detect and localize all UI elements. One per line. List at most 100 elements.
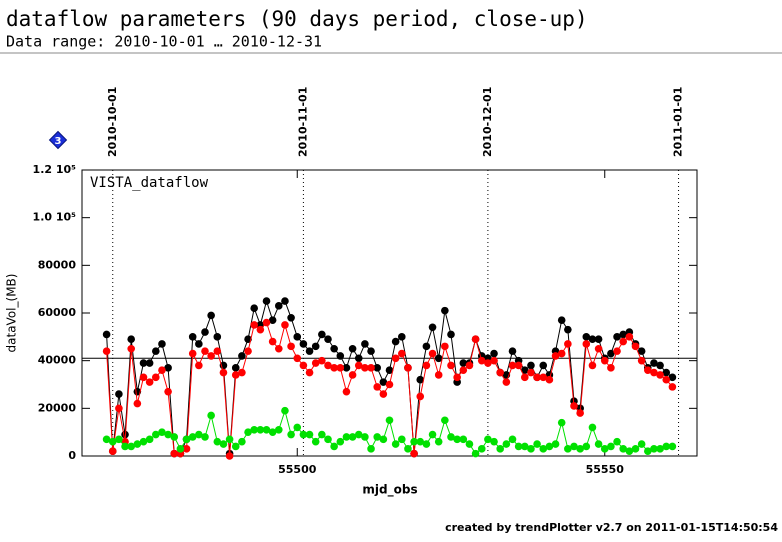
data-point bbox=[656, 361, 664, 370]
data-point bbox=[127, 442, 135, 451]
data-point bbox=[311, 437, 320, 446]
data-point bbox=[398, 349, 406, 358]
data-point bbox=[607, 349, 615, 358]
data-point bbox=[527, 445, 535, 453]
data-point bbox=[428, 430, 437, 439]
data-point bbox=[385, 366, 394, 375]
data-point bbox=[293, 333, 302, 341]
chart-title: dataflow parameters (90 days period, clo… bbox=[6, 7, 588, 31]
data-point bbox=[539, 445, 548, 453]
y-tick-label: 60000 bbox=[38, 306, 77, 319]
data-point bbox=[465, 440, 474, 448]
data-point bbox=[115, 404, 123, 413]
data-point bbox=[318, 356, 326, 365]
data-point bbox=[471, 449, 480, 458]
data-point bbox=[576, 409, 584, 417]
data-point bbox=[225, 452, 234, 460]
data-point bbox=[441, 416, 449, 425]
data-point bbox=[644, 366, 652, 375]
data-point bbox=[293, 423, 302, 432]
data-point bbox=[373, 364, 382, 372]
data-point bbox=[281, 406, 289, 415]
data-point bbox=[631, 445, 640, 453]
data-point bbox=[287, 430, 295, 439]
data-point bbox=[453, 373, 461, 382]
data-point bbox=[102, 435, 111, 444]
data-point bbox=[588, 423, 597, 432]
data-point bbox=[305, 430, 314, 439]
data-point bbox=[447, 361, 455, 370]
data-point bbox=[164, 364, 172, 372]
data-point bbox=[385, 380, 394, 389]
y-axis-label: dataVol_(MB) bbox=[5, 274, 19, 353]
data-point bbox=[145, 359, 154, 367]
data-point bbox=[551, 440, 560, 448]
data-point bbox=[201, 347, 209, 355]
y-tick-label: 80000 bbox=[38, 258, 77, 271]
data-point bbox=[354, 354, 363, 363]
data-point bbox=[521, 366, 529, 375]
data-point bbox=[557, 418, 566, 427]
data-point bbox=[152, 347, 160, 355]
data-point bbox=[441, 342, 449, 351]
data-point bbox=[324, 435, 332, 444]
data-point bbox=[311, 342, 320, 351]
data-point bbox=[318, 430, 326, 439]
data-point bbox=[121, 442, 129, 451]
data-point bbox=[416, 375, 425, 384]
data-point bbox=[361, 364, 369, 372]
data-point bbox=[533, 373, 541, 382]
data-point bbox=[650, 368, 658, 377]
data-point bbox=[508, 435, 517, 444]
data-point bbox=[342, 364, 351, 372]
data-point bbox=[115, 435, 123, 444]
data-point bbox=[133, 399, 142, 408]
data-point bbox=[336, 364, 345, 372]
footer: created by trendPlotter v2.7 on 2011-01-… bbox=[445, 521, 778, 534]
data-point bbox=[207, 352, 215, 360]
data-point bbox=[164, 387, 172, 396]
data-point bbox=[490, 356, 498, 365]
data-point bbox=[404, 364, 412, 372]
y-tick-label: 1.2 10⁵ bbox=[33, 163, 77, 176]
data-point bbox=[564, 445, 572, 453]
x-tick-label: 55500 bbox=[278, 463, 317, 476]
data-point bbox=[188, 433, 197, 441]
data-point bbox=[385, 416, 394, 425]
data-point bbox=[637, 440, 646, 448]
data-point bbox=[398, 333, 406, 341]
data-point bbox=[231, 371, 240, 379]
data-point bbox=[164, 430, 172, 439]
data-point bbox=[158, 428, 166, 436]
data-point bbox=[557, 316, 566, 324]
data-point bbox=[342, 433, 351, 441]
data-point bbox=[207, 311, 215, 320]
y-tick-label: 20000 bbox=[38, 401, 77, 414]
data-point bbox=[330, 344, 338, 353]
data-point bbox=[256, 325, 265, 334]
data-point bbox=[139, 359, 148, 367]
data-point bbox=[557, 349, 566, 358]
data-point bbox=[564, 340, 572, 348]
data-point bbox=[404, 445, 412, 453]
data-point bbox=[367, 364, 375, 372]
data-point bbox=[422, 342, 431, 351]
data-point bbox=[477, 445, 486, 453]
data-point bbox=[619, 445, 627, 453]
data-point bbox=[367, 347, 375, 355]
data-point bbox=[428, 349, 437, 358]
data-point bbox=[256, 425, 265, 434]
data-point bbox=[576, 445, 584, 453]
data-point bbox=[656, 371, 664, 379]
panel-label: VISTA_dataflow bbox=[90, 175, 209, 191]
data-point bbox=[434, 437, 443, 446]
data-point bbox=[139, 437, 148, 446]
data-point bbox=[281, 321, 289, 329]
data-point bbox=[176, 445, 185, 453]
data-point bbox=[219, 368, 228, 377]
badge-label: 3 bbox=[55, 136, 62, 147]
data-point bbox=[170, 449, 179, 458]
data-point bbox=[588, 335, 597, 344]
data-point bbox=[207, 411, 215, 420]
data-point bbox=[311, 359, 320, 367]
